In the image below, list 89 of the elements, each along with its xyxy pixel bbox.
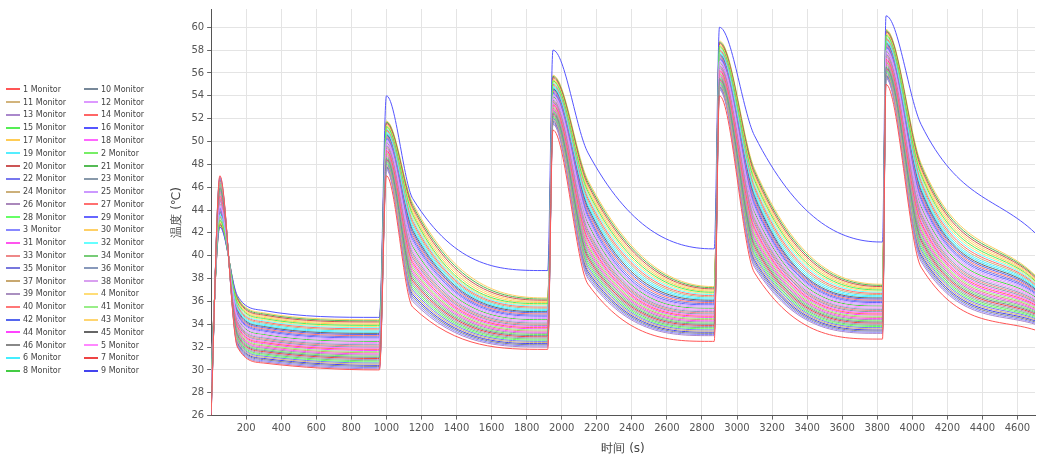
legend-label: 5 Monitor: [101, 340, 140, 350]
y-tick-label: 56: [191, 66, 205, 78]
y-tick-label: 40: [191, 249, 205, 261]
legend-label: 45 Monitor: [101, 327, 145, 337]
x-tick-label: 4400: [969, 422, 996, 434]
y-tick-label: 46: [191, 180, 205, 192]
y-tick-label: 32: [191, 340, 205, 352]
legend-label: 28 Monitor: [23, 212, 67, 222]
x-tick-label: 200: [236, 422, 256, 434]
legend-label: 39 Monitor: [23, 289, 67, 299]
legend-label: 12 Monitor: [101, 97, 145, 107]
legend-label: 46 Monitor: [23, 340, 67, 350]
y-tick-label: 54: [191, 89, 205, 101]
x-tick-label: 800: [341, 422, 361, 434]
x-tick-label: 4000: [899, 422, 926, 434]
legend-label: 24 Monitor: [23, 187, 67, 197]
y-tick-label: 58: [191, 43, 205, 55]
legend-label: 37 Monitor: [23, 276, 67, 286]
legend-label: 18 Monitor: [101, 135, 145, 145]
x-tick-label: 2200: [584, 422, 610, 434]
y-tick-label: 42: [191, 226, 205, 238]
x-tick-label: 1400: [443, 422, 470, 434]
legend-label: 6 Monitor: [23, 353, 62, 363]
legend-label: 7 Monitor: [101, 353, 140, 363]
legend-label: 23 Monitor: [101, 174, 145, 184]
legend-label: 34 Monitor: [101, 251, 145, 261]
y-tick-label: 52: [191, 112, 205, 124]
x-tick-label: 2600: [654, 422, 680, 434]
legend-label: 2 Monitor: [101, 148, 140, 158]
y-tick-label: 26: [191, 409, 205, 421]
x-tick-label: 2000: [548, 422, 575, 434]
legend-label: 15 Monitor: [23, 123, 67, 133]
y-tick-label: 36: [191, 294, 205, 306]
legend-label: 11 Monitor: [23, 97, 67, 107]
x-tick-label: 1000: [373, 422, 400, 434]
legend-label: 13 Monitor: [23, 110, 67, 120]
x-tick-label: 1200: [408, 422, 435, 434]
legend-label: 38 Monitor: [101, 276, 145, 286]
legend-label: 9 Monitor: [101, 366, 140, 376]
legend-label: 22 Monitor: [23, 174, 67, 184]
y-tick-label: 38: [191, 272, 205, 284]
legend-label: 35 Monitor: [23, 263, 67, 273]
legend-label: 10 Monitor: [101, 84, 145, 94]
legend-label: 41 Monitor: [101, 302, 145, 312]
x-tick-label: 600: [306, 422, 326, 434]
y-tick-label: 28: [191, 386, 205, 398]
x-tick-label: 4600: [1004, 422, 1031, 434]
legend-label: 31 Monitor: [23, 238, 67, 248]
legend-label: 19 Monitor: [23, 148, 67, 158]
legend-label: 42 Monitor: [23, 315, 67, 325]
legend-label: 43 Monitor: [101, 315, 145, 325]
x-tick-label: 1600: [478, 422, 505, 434]
y-tick-label: 48: [191, 157, 205, 169]
legend-label: 44 Monitor: [23, 327, 67, 337]
x-tick-label: 1800: [513, 422, 540, 434]
x-tick-label: 2800: [689, 422, 715, 434]
x-tick-label: 3000: [724, 422, 750, 434]
legend-label: 16 Monitor: [101, 123, 145, 133]
x-tick-label: 400: [271, 422, 291, 434]
legend-label: 27 Monitor: [101, 199, 145, 209]
legend-label: 1 Monitor: [23, 84, 62, 94]
y-tick-label: 30: [191, 363, 205, 375]
legend-label: 29 Monitor: [101, 212, 145, 222]
y-axis-title: 温度 (℃): [169, 186, 184, 238]
legend-label: 21 Monitor: [101, 161, 145, 171]
legend-label: 17 Monitor: [23, 135, 67, 145]
x-tick-label: 3600: [829, 422, 855, 434]
legend-label: 4 Monitor: [101, 289, 140, 299]
x-tick-label: 3800: [864, 422, 890, 434]
y-tick-label: 44: [191, 203, 205, 215]
legend-label: 36 Monitor: [101, 263, 145, 273]
legend-label: 20 Monitor: [23, 161, 67, 171]
legend-label: 25 Monitor: [101, 187, 145, 197]
x-tick-label: 2400: [619, 422, 645, 434]
legend-label: 3 Monitor: [23, 225, 62, 235]
x-tick-label: 4200: [934, 422, 961, 434]
legend-label: 8 Monitor: [23, 366, 62, 376]
legend-label: 40 Monitor: [23, 302, 67, 312]
y-tick-label: 60: [191, 20, 205, 32]
legend-label: 32 Monitor: [101, 238, 145, 248]
legend-label: 30 Monitor: [101, 225, 145, 235]
y-tick-label: 50: [191, 135, 205, 147]
x-axis-title: 时间 (s): [601, 440, 645, 455]
x-tick-label: 3200: [759, 422, 785, 434]
x-tick-label: 3400: [794, 422, 820, 434]
legend-label: 14 Monitor: [101, 110, 145, 120]
legend-label: 26 Monitor: [23, 199, 67, 209]
legend-label: 33 Monitor: [23, 251, 67, 261]
y-tick-label: 34: [191, 317, 205, 329]
